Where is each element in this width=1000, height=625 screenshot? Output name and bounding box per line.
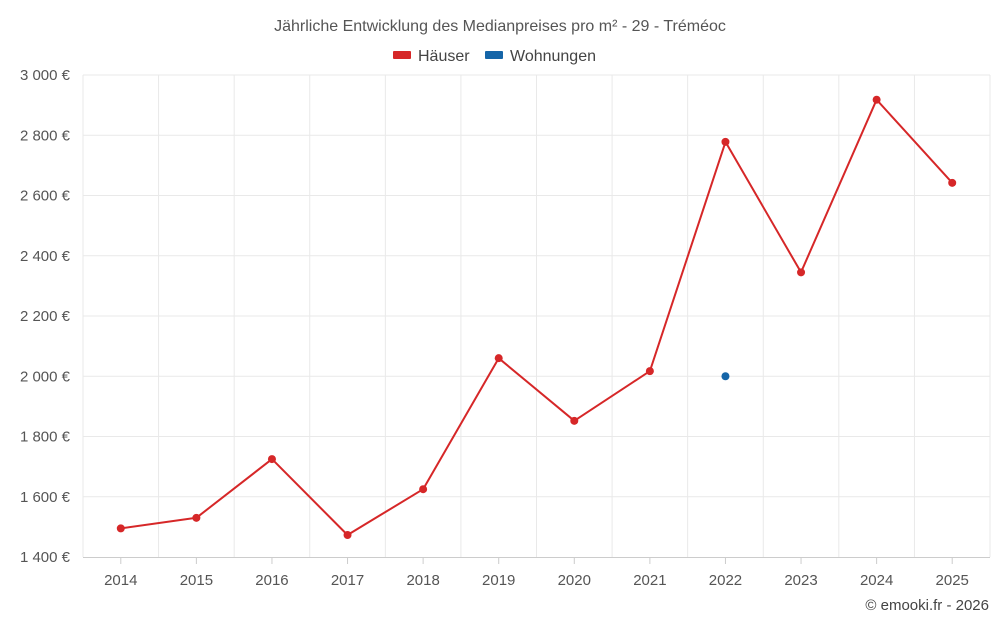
plot-area xyxy=(116,95,957,540)
y-axis: 1 400 € 1 600 € 1 800 € 2 000 € 2 200 € 2 400… xyxy=(20,67,71,566)
y-tick-label: 1 600 € xyxy=(20,489,71,506)
data-point-haeuser[interactable] xyxy=(267,455,276,464)
chart-title: Jährliche Entwicklung des Medianpreises … xyxy=(274,18,726,35)
grid xyxy=(82,74,991,557)
x-tick-label: 2016 xyxy=(255,572,288,589)
x-tick-label: 2021 xyxy=(633,572,666,589)
y-tick-label: 1 800 € xyxy=(20,429,71,446)
data-point-haeuser[interactable] xyxy=(192,513,201,522)
x-tick-label: 2018 xyxy=(406,572,439,589)
legend-swatch-wohnungen xyxy=(485,51,503,59)
y-tick-label: 1 400 € xyxy=(20,549,71,566)
data-point-haeuser[interactable] xyxy=(948,178,957,187)
x-tick-label: 2014 xyxy=(104,572,137,589)
data-point-haeuser[interactable] xyxy=(570,416,579,425)
legend: Häuser Wohnungen xyxy=(393,48,596,65)
data-point-haeuser[interactable] xyxy=(797,268,806,277)
x-tick-label: 2022 xyxy=(709,572,742,589)
y-tick-label: 2 000 € xyxy=(20,368,71,385)
data-point-haeuser[interactable] xyxy=(116,524,125,533)
legend-item-haeuser[interactable]: Häuser xyxy=(393,48,470,65)
legend-label-haeuser: Häuser xyxy=(418,48,470,65)
x-tick-label: 2015 xyxy=(180,572,213,589)
y-tick-label: 2 400 € xyxy=(20,248,71,265)
credit: © emooki.fr - 2026 xyxy=(865,597,989,614)
x-tick-label: 2023 xyxy=(784,572,817,589)
y-tick-label: 2 600 € xyxy=(20,188,71,205)
y-tick-label: 3 000 € xyxy=(20,67,71,84)
data-point-haeuser[interactable] xyxy=(645,367,654,376)
data-point-haeuser[interactable] xyxy=(721,137,730,146)
legend-swatch-haeuser xyxy=(393,51,411,59)
legend-label-wohnungen: Wohnungen xyxy=(510,48,596,65)
x-axis: 2014 2015 2016 2017 2018 2019 2020 2021 2022 2023… xyxy=(83,557,990,589)
x-tick-label: 2020 xyxy=(558,572,591,589)
data-point-haeuser[interactable] xyxy=(343,531,352,540)
data-point-haeuser[interactable] xyxy=(494,354,503,363)
x-tick-label: 2019 xyxy=(482,572,515,589)
data-point-wohnungen[interactable] xyxy=(721,372,730,381)
y-tick-label: 2 200 € xyxy=(20,308,71,325)
x-tick-label: 2024 xyxy=(860,572,893,589)
x-tick-label: 2017 xyxy=(331,572,364,589)
legend-item-wohnungen[interactable]: Wohnungen xyxy=(485,48,596,65)
series-line-haeuser xyxy=(120,98,953,536)
x-tick-label: 2025 xyxy=(936,572,969,589)
y-tick-label: 2 800 € xyxy=(20,127,71,144)
data-point-haeuser[interactable] xyxy=(872,95,881,104)
data-point-haeuser[interactable] xyxy=(419,485,428,494)
